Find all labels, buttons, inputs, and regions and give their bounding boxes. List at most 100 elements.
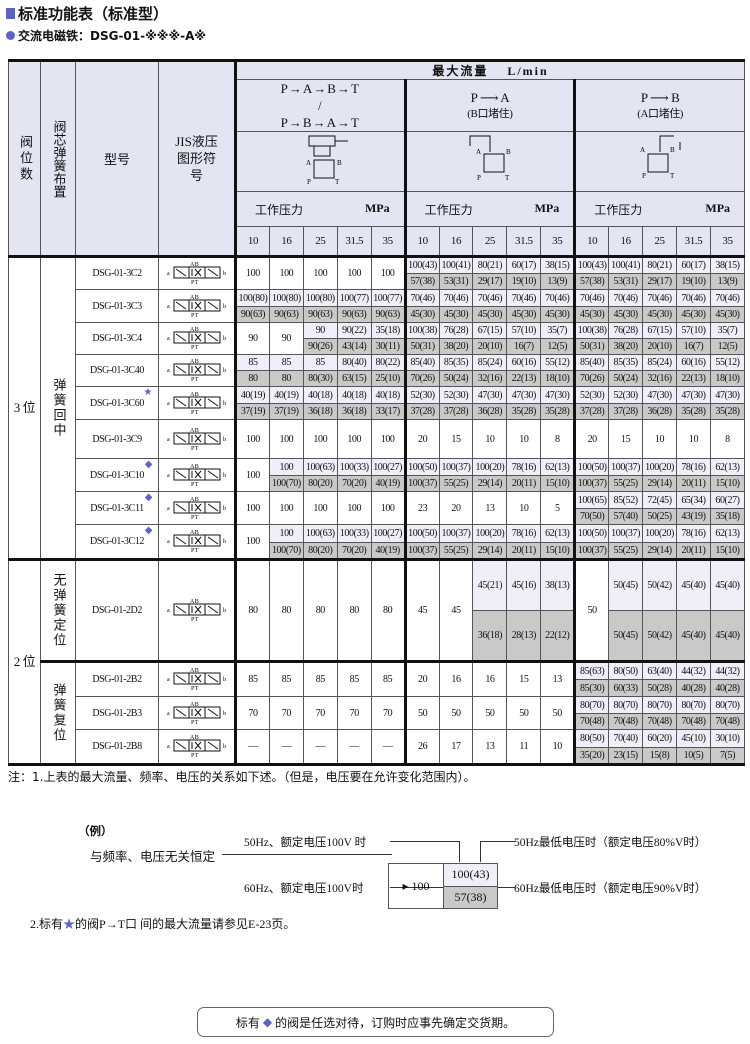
svg-text:A B: A B [190, 497, 199, 503]
flow-value-60hz: 100(70) [268, 475, 304, 492]
flow-value-60hz: 37(28) [403, 403, 440, 420]
flow-value-60hz: 55(25) [438, 542, 474, 560]
svg-text:P T: P T [191, 686, 199, 691]
flow-value-50hz: 47(30) [709, 386, 746, 404]
flow-value-60hz: 40(28) [675, 679, 711, 697]
pressure-value: 10 [403, 226, 440, 257]
flow-value-60hz: 35(20) [573, 747, 610, 765]
flow-value-50hz: 78(16) [506, 458, 542, 476]
flow-value: 80 [268, 558, 304, 662]
flow-value-60hz: 90(63) [302, 306, 338, 323]
valve-symbol-icon: A B P T a b [167, 702, 226, 726]
flow-value-50hz: 85(35) [438, 354, 474, 371]
svg-text:B: B [506, 148, 511, 156]
flow-value-50hz: 100(50) [573, 458, 610, 476]
flow-value-60hz: 45(30) [472, 306, 508, 323]
svg-text:T: T [505, 174, 510, 182]
example-top: 100(43) [444, 864, 497, 887]
pressure-label: 工作压力 MPa [403, 191, 576, 227]
flow-value: 13 [472, 491, 508, 525]
flow-value-50hz: 52(30) [573, 386, 610, 404]
flow-value-60hz: 16(7) [675, 338, 711, 355]
model-cell: DSG-01-3C40 [75, 354, 159, 387]
spool-cell: 弹簧复位 [40, 660, 76, 765]
flow-value-50hz: 100(27) [370, 524, 406, 543]
flow-value-60hz: 10(5) [675, 747, 711, 765]
svg-text:a: a [167, 368, 170, 374]
flow-value-60hz: 38(20) [608, 338, 644, 355]
model-cell: DSG-01-3C2 [75, 255, 159, 290]
flow-value: 45 [403, 558, 440, 662]
flow-value-60hz: 20(10) [642, 338, 677, 355]
svg-text:B: B [337, 159, 342, 167]
svg-text:A B: A B [190, 702, 199, 708]
flow-value-60hz: 90(63) [268, 306, 304, 323]
flow-value-50hz: 100(37) [608, 524, 644, 543]
flow-value-60hz: 37(28) [438, 403, 474, 420]
pressure-value: 16 [438, 226, 474, 257]
flow-value-60hz: 50(42) [642, 610, 677, 662]
flow-value-50hz: 80(21) [642, 255, 677, 274]
svg-text:A: A [306, 159, 311, 167]
flow-value-60hz: 45(40) [675, 610, 711, 662]
flow-value-50hz: 60(17) [506, 255, 542, 274]
flow-value-60hz: 90(63) [234, 306, 270, 323]
svg-text:A B: A B [190, 668, 199, 674]
flow-value-50hz: 44(32) [709, 660, 746, 680]
flow-value-60hz: 70(20) [336, 542, 372, 560]
valve-symbol-icon: A B P T a b [167, 262, 226, 286]
svg-text:b: b [223, 711, 226, 717]
flow-value: 10 [472, 419, 508, 459]
flow-value-60hz: 37(28) [608, 403, 644, 420]
flow-value-60hz: 100(37) [403, 542, 440, 560]
flow-value-50hz: 38(15) [709, 255, 746, 274]
model-cell: DSG-01-3C10 ◆ [75, 458, 159, 492]
flow-value: 45 [438, 558, 474, 662]
flow-value-60hz: 32(16) [642, 370, 677, 387]
flow-value-60hz: 36(18) [302, 403, 338, 420]
flow-value-60hz: 70(20) [336, 475, 372, 492]
flow-value-60hz: 22(13) [675, 370, 711, 387]
flow-value-60hz: 50(31) [403, 338, 440, 355]
flow-value: 80 [336, 558, 372, 662]
flow-value-60hz: 90(26) [302, 338, 338, 355]
flow-value-60hz: 15(10) [540, 475, 576, 492]
flow-value-60hz: 20(11) [506, 475, 542, 492]
flow-value-50hz: 78(16) [675, 524, 711, 543]
flow-value-50hz: 35(18) [370, 322, 406, 339]
flow-value: — [234, 729, 270, 765]
flow-value-60hz: 70(48) [573, 713, 610, 730]
flow-value: 100 [370, 491, 406, 525]
flow-value-60hz: 80 [268, 370, 304, 387]
flow-value: 10 [506, 491, 542, 525]
svg-text:a: a [167, 473, 170, 479]
flow-value: 100 [234, 255, 270, 290]
flow-value-60hz: 90(63) [370, 306, 406, 323]
svg-text:b: b [223, 539, 226, 545]
flow-value-50hz: 62(13) [709, 458, 746, 476]
flow-value: 50 [540, 696, 576, 730]
flow-value: 70 [302, 696, 338, 730]
flow-value-60hz: 55(25) [608, 542, 644, 560]
star-icon: ★ [143, 387, 152, 399]
flow-value-50hz: 85 [234, 354, 270, 371]
flow-value-50hz: 100(37) [608, 458, 644, 476]
flow-value-60hz: 20(11) [506, 542, 542, 560]
svg-text:P T: P T [191, 446, 199, 451]
svg-text:b: b [223, 437, 226, 443]
flow-value: 100 [336, 255, 372, 290]
flow-value-60hz: 18(10) [540, 370, 576, 387]
flow-value-50hz: 100(38) [573, 322, 610, 339]
flow-value-50hz: 100(20) [642, 524, 677, 543]
flow-value-60hz: 28(13) [506, 610, 542, 662]
header-jis: JIS液压图形符号 [158, 60, 236, 257]
flow-value-60hz: 22(12) [540, 610, 576, 662]
jis-symbol-cell: A B P T a b [158, 289, 236, 323]
flow-value-50hz: 45(10) [675, 729, 711, 748]
